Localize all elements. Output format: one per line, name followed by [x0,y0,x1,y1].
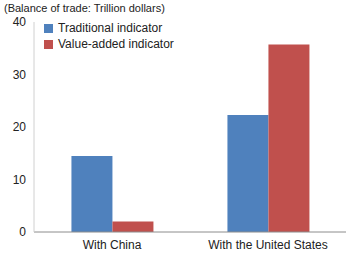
svg-text:With the United States: With the United States [208,238,327,252]
svg-text:30: 30 [13,68,27,82]
svg-text:20: 20 [13,120,27,134]
svg-text:With China: With China [83,238,142,252]
html-text:(Balance of trade: Trillion do: (Balance of trade: Trillion dollars) [4,2,165,14]
html-text:Value-added indicator: Value-added indicator [58,37,174,51]
svg-text:40: 40 [13,15,27,29]
html-text:Traditional indicator: Traditional indicator [58,21,163,35]
svg-text:10: 10 [13,173,27,187]
svg-text:0: 0 [19,225,26,239]
